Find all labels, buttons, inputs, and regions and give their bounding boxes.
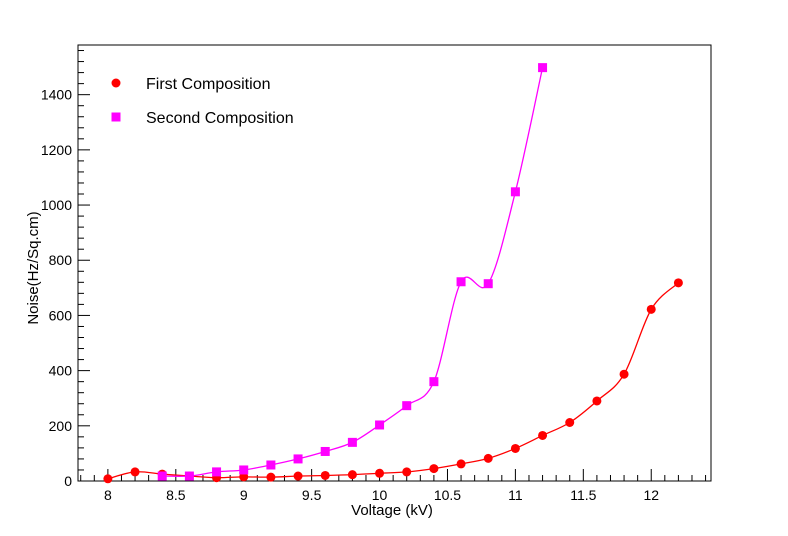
data-point [239,472,249,482]
data-point [157,471,167,481]
data-point [402,467,412,477]
data-point [184,471,194,481]
data-point [429,464,439,474]
y-tick-label: 200 [49,418,73,434]
y-tick-label: 1000 [41,197,72,213]
x-tick-label: 10 [372,487,388,503]
x-tick-label: 12 [643,487,659,503]
data-point [266,460,276,470]
x-tick-label: 9 [240,487,248,503]
data-point [375,420,385,430]
data-point [130,467,140,477]
data-point [293,471,303,481]
y-tick-label: 0 [64,473,72,489]
x-tick-label: 11 [508,487,523,503]
y-tick-label: 1200 [41,142,72,158]
legend-label: First Composition [146,76,270,93]
y-tick-label: 1400 [41,87,72,103]
data-point [347,437,357,447]
data-point [483,279,493,289]
series-2 [157,63,548,481]
x-tick-label: 8 [104,487,112,503]
data-point [619,369,629,379]
y-tick-label: 800 [49,252,73,268]
data-point [483,453,493,463]
x-tick-label: 9.5 [302,487,322,503]
series-1-line [107,282,679,480]
series-group [103,63,683,484]
data-point [239,465,249,475]
data-point [538,63,548,73]
legend: First Composition Second Composition [111,76,294,127]
y-tick-label: 600 [49,307,73,323]
data-point [347,470,357,480]
data-point [456,277,466,287]
legend-marker-circle [111,78,121,88]
data-point [320,470,330,480]
legend-item: Second Composition [111,110,294,127]
legend-item: First Composition [111,76,270,93]
data-point [266,472,276,482]
data-point [565,417,575,427]
data-point [673,278,683,288]
y-tick-label: 400 [49,363,73,379]
data-point [510,187,520,197]
data-point [456,459,466,469]
x-tick-label: 8.5 [166,487,186,503]
data-point [402,401,412,411]
data-point [212,467,222,477]
legend-marker-square [111,112,121,122]
data-point [375,468,385,478]
legend-label: Second Composition [146,110,294,127]
data-point [103,474,113,484]
data-point [320,446,330,456]
x-tick-label: 11.5 [570,487,596,503]
data-point [429,377,439,387]
data-point [510,443,520,453]
x-axis-title: Voltage (kV) [351,502,433,519]
plot-frame [77,44,712,482]
data-point [538,430,548,440]
x-tick-label: 10.5 [434,487,461,503]
data-point [646,304,656,314]
data-point [592,396,602,406]
y-axis-title: Noise(Hz/Sq.cm) [25,211,42,324]
data-point [293,454,303,464]
